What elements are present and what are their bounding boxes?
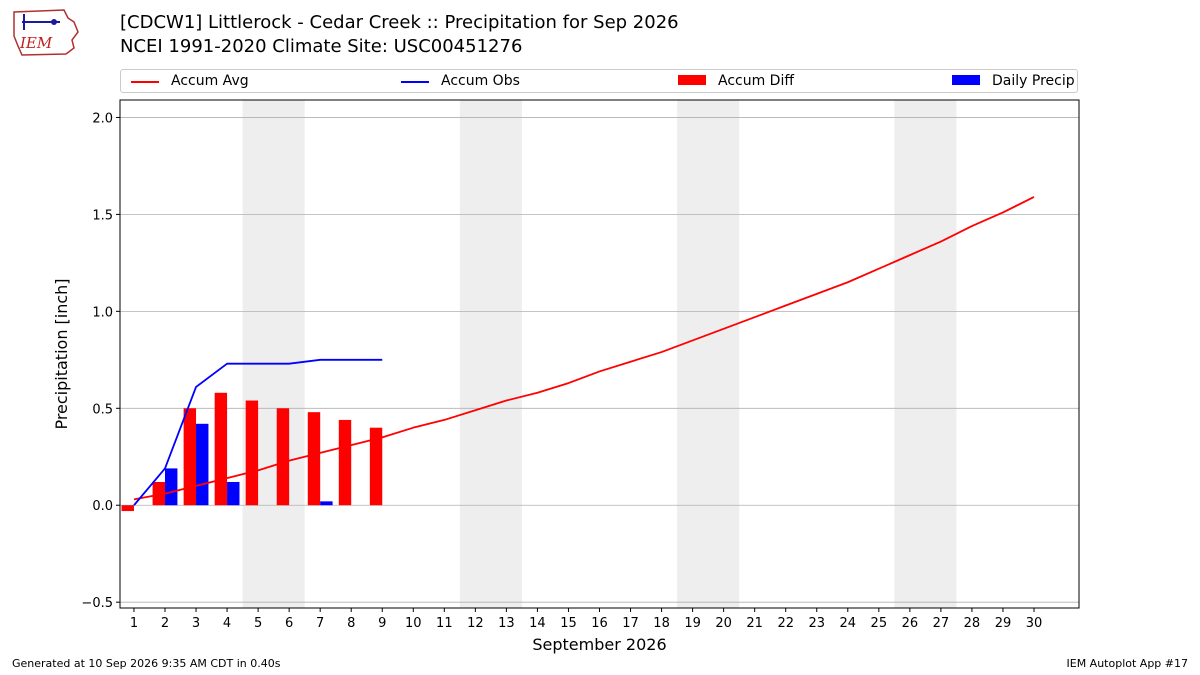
series-lines — [133, 196, 1035, 506]
x-tick-label-8: 8 — [347, 616, 355, 631]
svg-text:IEM: IEM — [19, 34, 53, 52]
y-tick-label-2: 0.0 — [92, 499, 113, 514]
x-tick-label-28: 28 — [964, 616, 981, 631]
accum-diff-bar-day-7 — [307, 412, 321, 506]
daily-precip-bar-day-7 — [320, 501, 333, 506]
weekend-band-3 — [677, 100, 740, 608]
x-tick-label-12: 12 — [467, 616, 484, 631]
x-tick-label-24: 24 — [840, 616, 857, 631]
x-tick-label-10: 10 — [405, 616, 422, 631]
y-tick-label-5: 1.5 — [92, 208, 113, 223]
legend-swatch-accum-obs — [401, 81, 429, 83]
x-tick-label-3: 3 — [192, 616, 200, 631]
x-axis-label: September 2026 — [532, 635, 666, 654]
generated-note: Generated at 10 Sep 2026 9:35 AM CDT in … — [12, 657, 281, 670]
y-tick-label-4: 1.0 — [92, 305, 113, 320]
legend-label-accum-obs: Accum Obs — [441, 73, 520, 89]
x-tick-label-1: 1 — [130, 616, 138, 631]
x-tick-label-30: 30 — [1026, 616, 1043, 631]
x-tick-label-22: 22 — [777, 616, 794, 631]
y-tick-label-1: −0.5 — [81, 596, 113, 611]
legend-label-daily-precip: Daily Precip — [992, 73, 1075, 89]
legend-swatch-accum-diff — [678, 75, 706, 85]
weekend-shading — [242, 100, 957, 608]
x-tick-label-9: 9 — [378, 616, 386, 631]
legend-swatch-accum-avg — [131, 81, 159, 83]
y-tick-label-6: 2.0 — [92, 111, 113, 126]
x-tick-label-15: 15 — [560, 616, 577, 631]
y-tick-label-3: 0.5 — [92, 402, 113, 417]
accum-diff-bar-day-5 — [245, 400, 259, 506]
weekend-band-4 — [894, 100, 957, 608]
accum-diff-bar-day-2 — [152, 481, 166, 506]
accum-diff-bar-day-1 — [121, 505, 134, 512]
x-tick-label-21: 21 — [746, 616, 763, 631]
x-tick-label-18: 18 — [653, 616, 670, 631]
x-tick-label-16: 16 — [591, 616, 608, 631]
x-tick-label-6: 6 — [285, 616, 293, 631]
x-tick-label-20: 20 — [715, 616, 732, 631]
x-tick-label-13: 13 — [498, 616, 515, 631]
x-tick-label-14: 14 — [529, 616, 546, 631]
weekend-band-1 — [242, 100, 305, 608]
x-tick-label-26: 26 — [902, 616, 919, 631]
accum-diff-bar-day-3 — [183, 408, 197, 506]
y-axis-label: Precipitation [inch] — [52, 278, 71, 429]
x-tick-label-29: 29 — [995, 616, 1012, 631]
chart-title: [CDCW1] Littlerock - Cedar Creek :: Prec… — [120, 12, 679, 33]
legend-swatch-daily-precip — [952, 75, 980, 85]
iem-logo: IEM — [13, 9, 79, 56]
axes: 1 2 3 4 5 6 7 8 9 10 11 12 13 14 15 16 17 18 19 20 21 22 23 24 2… — [81, 111, 1042, 631]
x-tick-label-27: 27 — [933, 616, 950, 631]
accum-diff-bar-day-4 — [214, 392, 228, 506]
accum-diff-bar-day-8 — [338, 419, 352, 506]
weekend-band-2 — [459, 100, 522, 608]
daily-precip-bar-day-2 — [165, 468, 178, 506]
daily-precip-bar-day-4 — [227, 481, 240, 506]
x-tick-label-2: 2 — [161, 616, 169, 631]
x-tick-label-17: 17 — [622, 616, 639, 631]
legend-label-accum-avg: Accum Avg — [171, 73, 249, 89]
x-tick-label-25: 25 — [871, 616, 888, 631]
x-tick-label-5: 5 — [254, 616, 262, 631]
accum-diff-bar-day-6 — [276, 408, 290, 506]
x-tick-label-23: 23 — [808, 616, 825, 631]
daily-precip-bar-day-3 — [196, 423, 209, 506]
x-tick-label-4: 4 — [223, 616, 231, 631]
accum-obs-line — [133, 358, 383, 506]
chart-legend: Accum Avg Accum Obs Accum Diff Daily Pre… — [120, 69, 1078, 93]
accum-avg-line — [133, 196, 1035, 501]
legend-label-accum-diff: Accum Diff — [718, 73, 795, 89]
bars — [121, 392, 383, 512]
x-tick-label-19: 19 — [684, 616, 701, 631]
app-label: IEM Autoplot App #17 — [1066, 657, 1189, 670]
accum-diff-bar-day-9 — [369, 427, 383, 506]
x-tick-label-11: 11 — [436, 616, 453, 631]
chart-subtitle: NCEI 1991-2020 Climate Site: USC00451276 — [120, 36, 523, 57]
x-tick-label-7: 7 — [316, 616, 324, 631]
